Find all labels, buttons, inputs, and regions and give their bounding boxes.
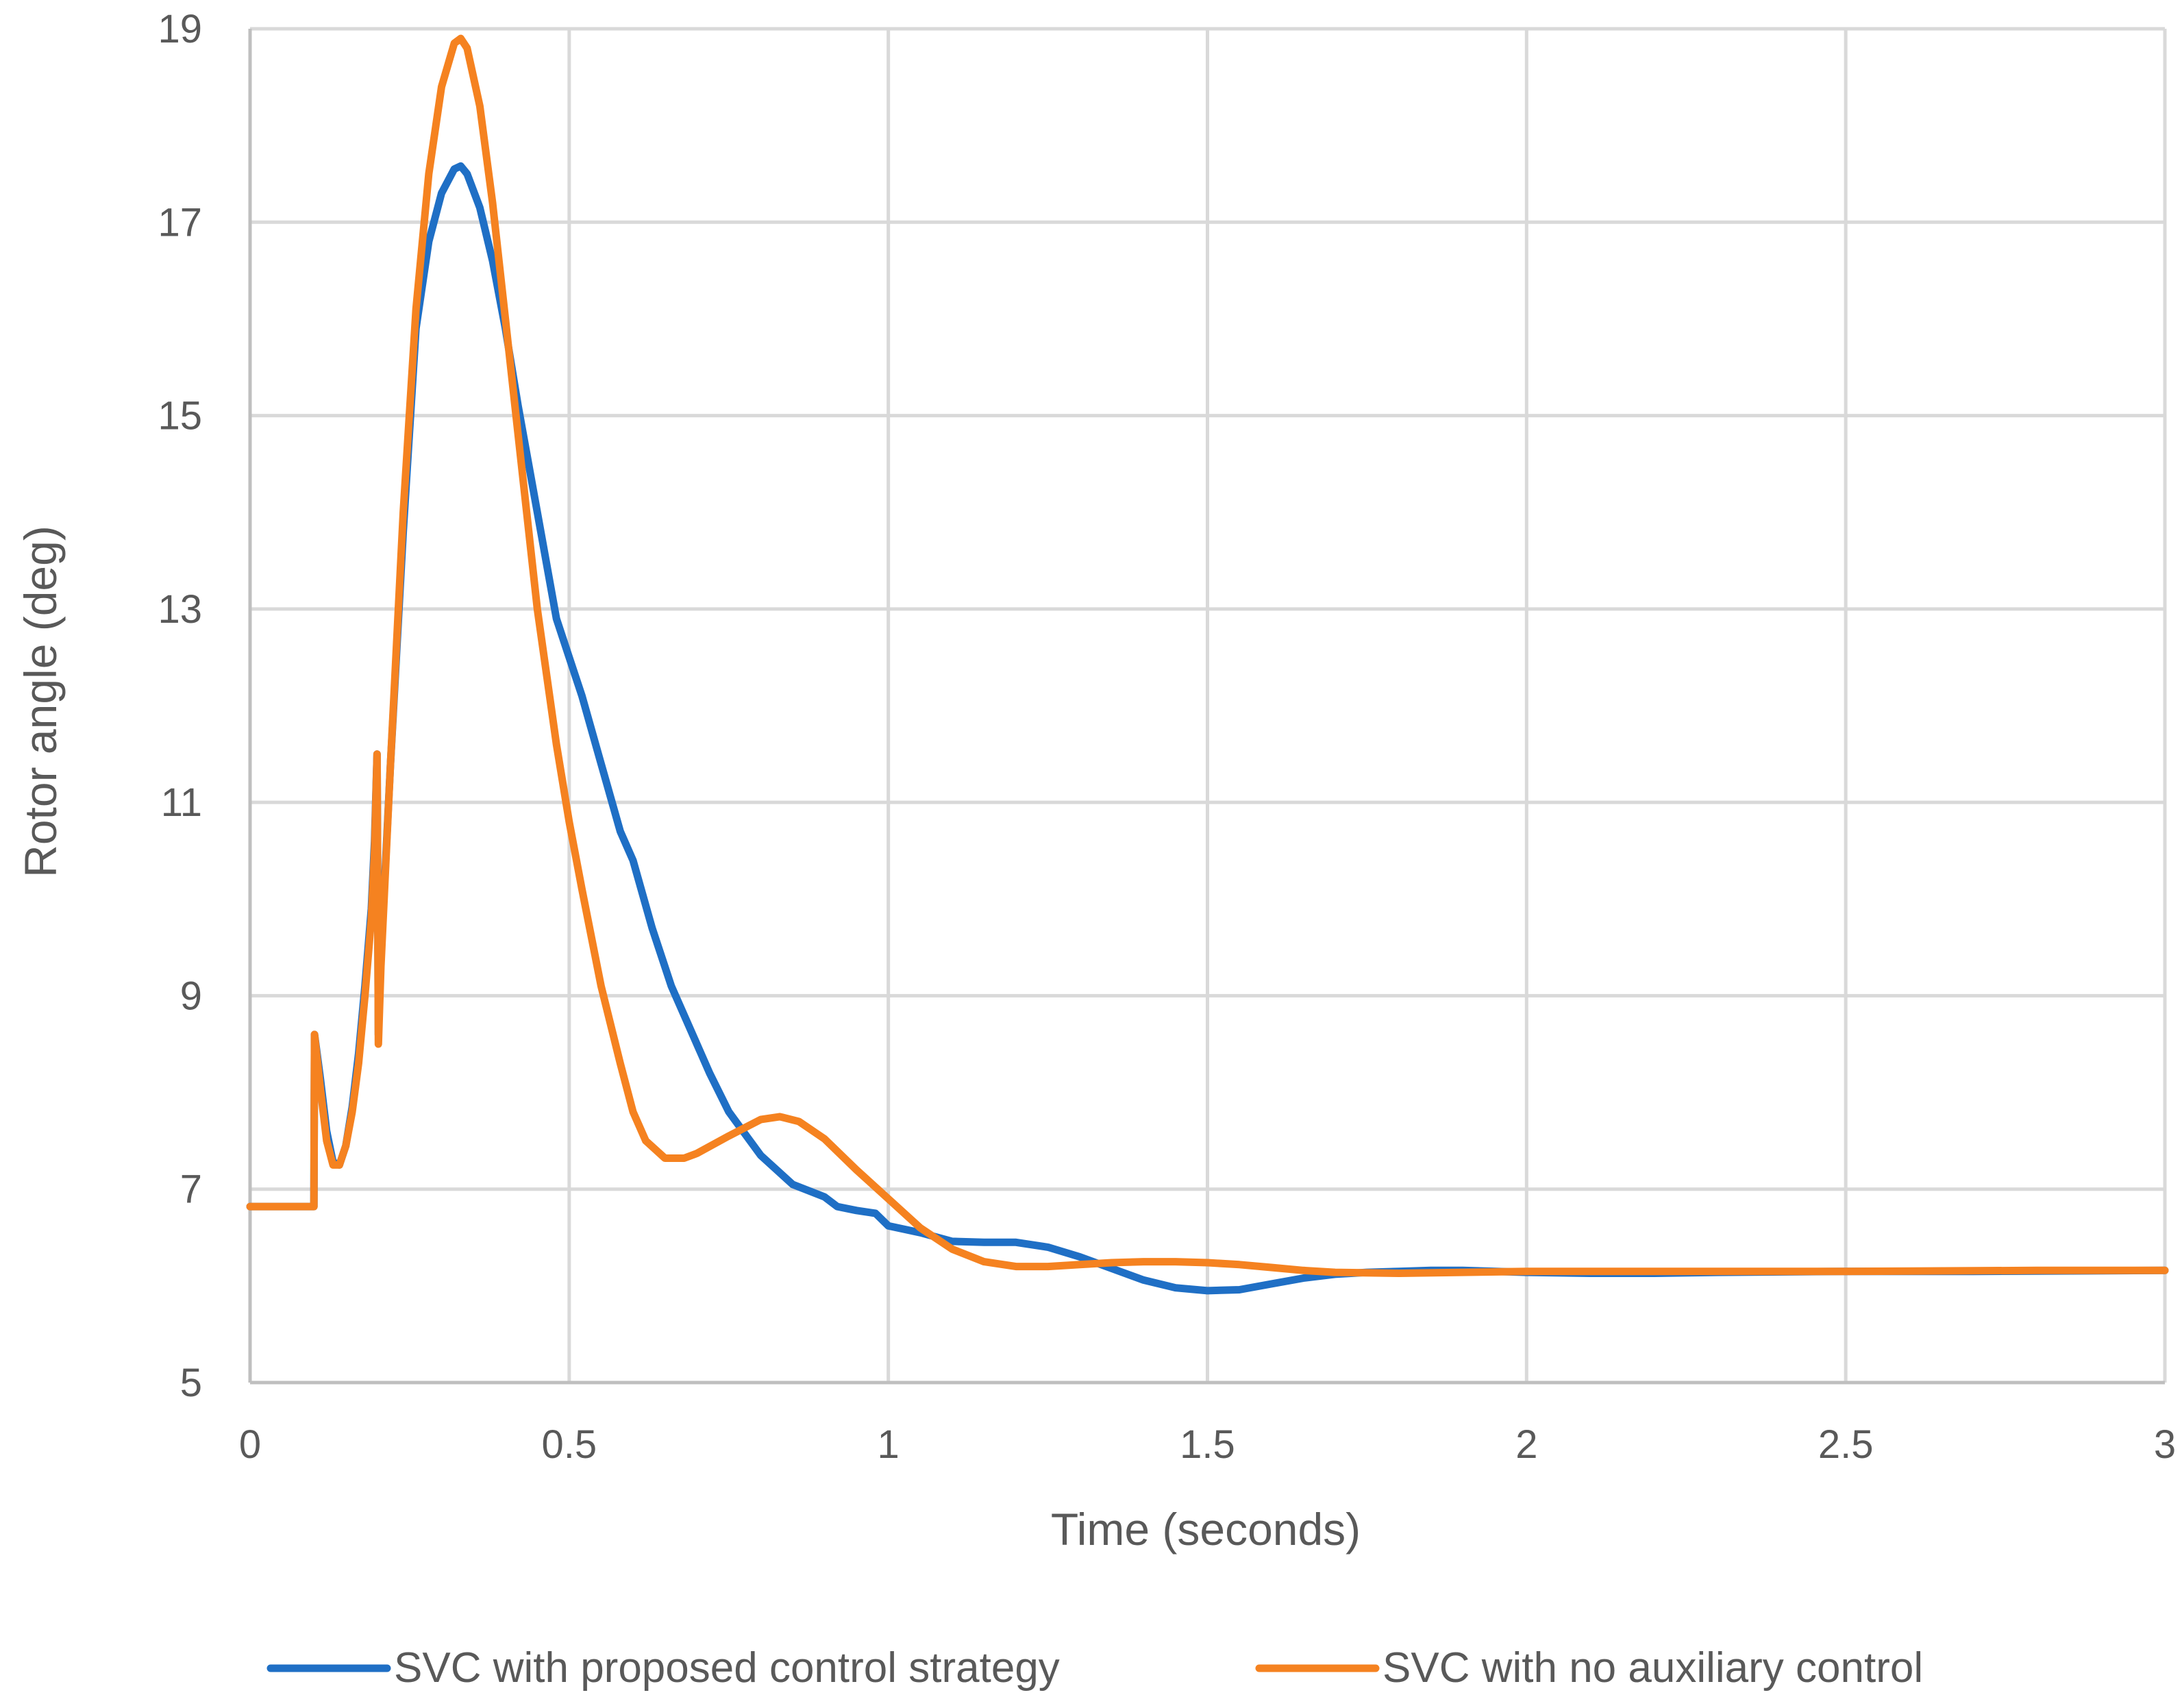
axes [248,29,2165,1385]
grid [250,27,2167,1383]
x-tick-label: 0 [239,1422,261,1467]
legend: SVC with proposed control strategy SVC wi… [266,1644,1923,1692]
series-lines [246,34,2169,1295]
y-axis-title: Rotor angle (deg) [15,525,66,878]
x-tick-label: 1.5 [1180,1422,1235,1467]
x-tick-label: 2.5 [1818,1422,1874,1467]
y-tick-label: 17 [158,200,202,245]
x-tick-label: 1 [878,1422,900,1467]
x-tick-label: 3 [2154,1422,2176,1467]
y-tick-label: 11 [161,780,202,825]
legend-label-2: SVC with no auxiliary control [1383,1644,1923,1692]
y-tick-label: 15 [158,394,202,438]
y-tick-label: 13 [158,587,202,632]
y-tick-label: 7 [180,1167,202,1212]
series-line-2 [246,34,2169,1277]
tick-labels: 5 7 9 11 13 15 17 19 0 0.5 1 1.5 2 2.5 3 [158,7,2176,1467]
y-tick-label: 9 [180,974,202,1018]
y-tick-label: 19 [158,7,202,51]
x-tick-label: 2 [1515,1422,1537,1467]
x-axis-title: Time (seconds) [1051,1504,1361,1555]
x-tick-label: 0.5 [542,1422,597,1467]
y-tick-label: 5 [180,1361,202,1405]
legend-label-1: SVC with proposed control strategy [394,1644,1060,1692]
